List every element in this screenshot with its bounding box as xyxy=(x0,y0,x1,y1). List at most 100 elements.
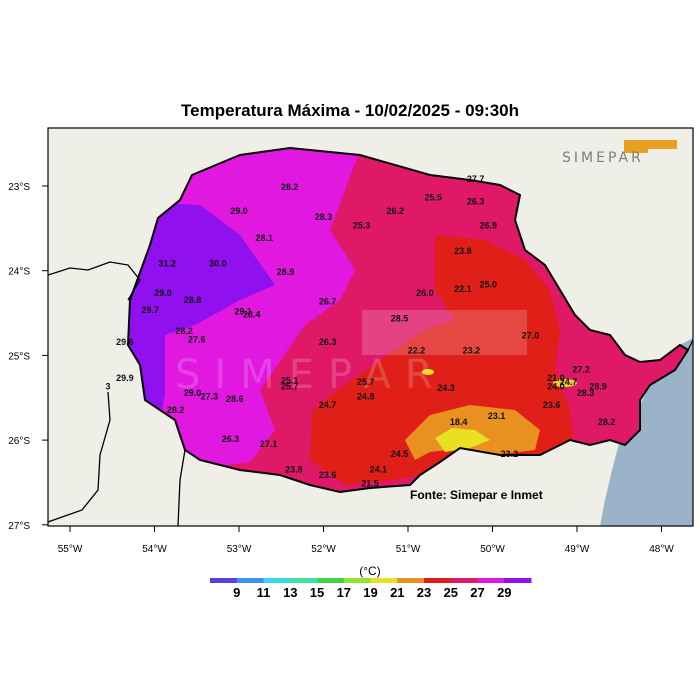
station-value-label: 30.0 xyxy=(209,259,227,269)
legend-swatch xyxy=(317,578,345,583)
contour-19-21 xyxy=(435,428,490,452)
station-value-label: 26.7 xyxy=(319,297,337,307)
station-value-label: 28.9 xyxy=(277,267,295,277)
source-label: Fonte: Simepar e Inmet xyxy=(410,488,543,502)
station-value-label: 31.2 xyxy=(158,259,176,269)
legend-label: 9 xyxy=(233,585,240,600)
legend-swatch xyxy=(477,578,505,583)
station-value-label: 24.0 xyxy=(547,381,565,391)
legend-label: 29 xyxy=(497,585,511,600)
station-value-label: 24.7 xyxy=(319,400,337,410)
station-value-label: 27.7 xyxy=(467,174,485,184)
station-value-label: 22.2 xyxy=(408,346,426,356)
legend-label: 15 xyxy=(310,585,324,600)
lon-tick-label: 54°W xyxy=(142,544,167,555)
contour-spot-center xyxy=(422,369,434,375)
station-value-label: 27.3 xyxy=(201,391,219,401)
legend-swatch xyxy=(290,578,318,583)
station-value-label: 25.7 xyxy=(357,377,375,387)
sp-coast xyxy=(687,339,693,351)
legend-swatch xyxy=(397,578,425,583)
station-value-label: 29.7 xyxy=(142,305,160,315)
station-value-label: 24.3 xyxy=(437,383,455,393)
station-value-label: 3 xyxy=(105,381,110,391)
station-value-label: 29.9 xyxy=(116,373,134,383)
station-value-label: 29.0 xyxy=(184,388,202,398)
logo-text: SIMEPAR xyxy=(562,150,644,166)
station-value-label: 26.3 xyxy=(222,434,240,444)
legend-unit: (°C) xyxy=(359,564,380,578)
color-legend: (°C) 9 11 13 15 17 19 21 23 25 27 29 xyxy=(210,564,532,600)
lat-tick-label: 26°S xyxy=(8,436,30,447)
contour-spot-east xyxy=(553,379,577,387)
station-value-label: 18.4 xyxy=(450,417,468,427)
station-value-label: 21.5 xyxy=(361,479,379,489)
station-value-label: 26.9 xyxy=(480,220,498,230)
station-value-label: 26.2 xyxy=(387,206,405,216)
legend-swatch xyxy=(343,578,371,583)
legend-label: 23 xyxy=(417,585,431,600)
lon-tick-label: 48°W xyxy=(649,544,674,555)
legend-swatch xyxy=(504,578,532,583)
station-value-label: 25.0 xyxy=(480,280,498,290)
lon-tick-label: 55°W xyxy=(58,544,83,555)
station-value-label: 29.0 xyxy=(230,206,248,216)
station-value-label: 29.1 xyxy=(234,307,252,317)
station-value-label: 28.2 xyxy=(167,405,185,415)
station-value-label: 28.2 xyxy=(175,326,193,336)
parana-state-outline xyxy=(126,146,690,494)
svg-text:SIMEPAR: SIMEPAR xyxy=(175,352,447,398)
station-value-label: 28.3 xyxy=(315,212,333,222)
station-value-label: 27.0 xyxy=(522,331,540,341)
legend-label: 13 xyxy=(283,585,297,600)
argentina-border xyxy=(48,391,111,523)
legend-label: 21 xyxy=(390,585,404,600)
lat-tick-label: 23°S xyxy=(8,182,30,193)
legend-label: 11 xyxy=(257,585,271,600)
legend-label: 17 xyxy=(337,585,351,600)
station-value-label: 28.2 xyxy=(281,182,299,192)
station-value-label: 23.2 xyxy=(501,449,519,459)
station-value-label: 27.2 xyxy=(572,364,590,374)
legend-labels: 9 11 13 15 17 19 21 23 25 27 29 xyxy=(233,585,511,600)
station-value-label: 24.8 xyxy=(357,391,375,401)
legend-swatch xyxy=(263,578,291,583)
station-value-label: 23.8 xyxy=(285,464,303,474)
station-value-label: 25.5 xyxy=(425,192,443,202)
station-value-label: 23.8 xyxy=(454,246,472,256)
legend-label: 27 xyxy=(470,585,484,600)
station-value-label: 28.1 xyxy=(256,233,274,243)
station-value-label: 28.8 xyxy=(184,295,202,305)
station-value-label: 28.2 xyxy=(598,417,616,427)
station-value-label: 25.1 xyxy=(281,375,299,385)
station-value-label: 28.9 xyxy=(589,381,607,391)
lon-tick-label: 51°W xyxy=(396,544,421,555)
legend-label: 19 xyxy=(363,585,377,600)
station-value-label: 28.4 xyxy=(243,309,261,319)
atlantic-ocean xyxy=(600,338,693,526)
station-value-label: 24.1 xyxy=(370,464,388,474)
legend-swatch xyxy=(370,578,398,583)
station-value-label: 23.6 xyxy=(543,400,561,410)
lat-tick-label: 24°S xyxy=(8,267,30,278)
lon-tick-label: 53°W xyxy=(227,544,252,555)
station-value-label: 28.6 xyxy=(226,394,244,404)
station-value-label: 26.3 xyxy=(319,337,337,347)
station-value-label: 23.1 xyxy=(488,411,506,421)
station-labels: 28.2 28.3 25.3 26.2 25.5 27.7 26.3 26.9 29.0 28.1… xyxy=(105,174,615,489)
station-value-label: 29.0 xyxy=(154,288,172,298)
station-value-label: 23.2 xyxy=(463,346,481,356)
legend-swatch xyxy=(236,578,264,583)
station-value-label: 24.7 xyxy=(560,377,578,387)
country-borders xyxy=(48,261,693,526)
station-value-label: 23.6 xyxy=(319,470,337,480)
legend-swatch xyxy=(210,578,238,583)
simepar-logo: SIMEPAR xyxy=(562,140,677,166)
lat-tick-label: 25°S xyxy=(8,351,30,362)
station-value-label: 24.5 xyxy=(391,449,409,459)
lon-tick-label: 52°W xyxy=(311,544,336,555)
sc-border-west xyxy=(177,449,186,526)
watermark: SIMEPAR xyxy=(175,310,527,398)
station-value-label: 28.5 xyxy=(391,314,409,324)
